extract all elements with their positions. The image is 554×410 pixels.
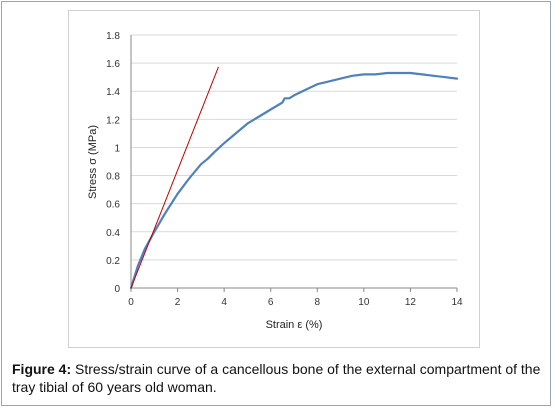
axes xyxy=(130,35,458,292)
y-axis-title: Stress σ (MPa) xyxy=(87,125,99,199)
caption-text: Stress/strain curve of a cancellous bone… xyxy=(12,361,541,395)
y-tick-label: 0.4 xyxy=(106,228,120,239)
y-tick-label: 1.8 xyxy=(106,31,120,42)
x-tick-label: 6 xyxy=(268,297,274,308)
y-tick-label: 1.4 xyxy=(106,87,120,98)
chart-area xyxy=(68,10,480,348)
x-tick-label: 8 xyxy=(315,297,321,308)
y-tick-label: 0.6 xyxy=(106,200,120,211)
stress-strain-curve xyxy=(129,71,459,290)
tick-labels: 0 0.2 0.4 0.6 0.8 1 1.2 1.4 1.6 1.8 0 2 4 6 8 10 12 14 xyxy=(106,31,463,308)
series xyxy=(129,66,459,290)
x-tick-label: 2 xyxy=(175,297,181,308)
linear-elastic-line xyxy=(130,66,219,289)
x-tick-label: 14 xyxy=(451,297,463,308)
y-tick-label: 1.2 xyxy=(106,115,120,126)
x-tick-label: 12 xyxy=(405,297,417,308)
gridlines xyxy=(131,34,457,261)
y-tick-label: 0 xyxy=(114,284,120,295)
x-tick-label: 0 xyxy=(128,297,134,308)
figure-caption: Figure 4: Stress/strain curve of a cance… xyxy=(12,360,547,396)
caption-label: Figure 4: xyxy=(12,361,72,377)
x-tick-label: 10 xyxy=(358,297,370,308)
x-axis-title: Strain ε (%) xyxy=(266,319,323,331)
y-tick-label: 0.8 xyxy=(106,172,120,183)
y-tick-label: 1.6 xyxy=(106,59,120,70)
stress-strain-chart: 0 0.2 0.4 0.6 0.8 1 1.2 1.4 1.6 1.8 0 2 4 6 8 10 12 14 St… xyxy=(87,31,463,331)
y-tick-label: 1 xyxy=(114,143,120,154)
x-tick-label: 4 xyxy=(221,297,227,308)
y-tick-label: 0.2 xyxy=(106,256,120,267)
